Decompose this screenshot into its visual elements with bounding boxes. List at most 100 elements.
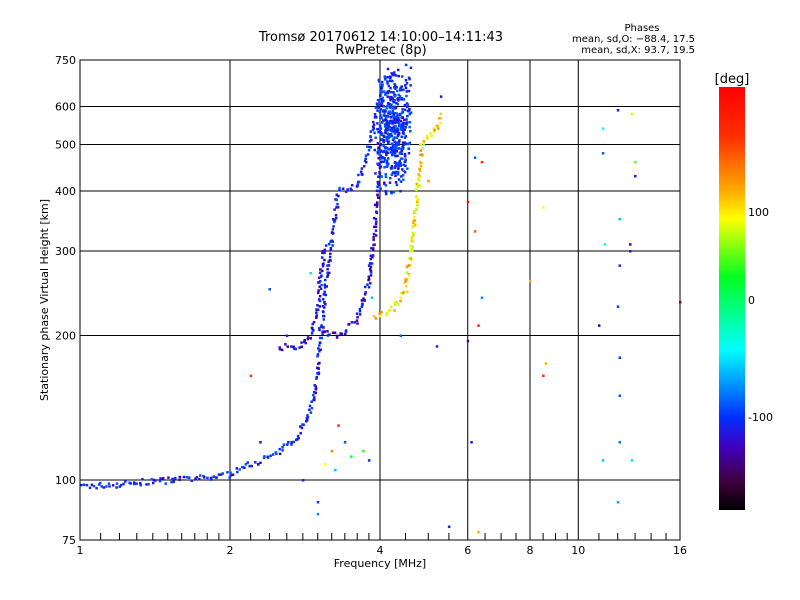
echo-point bbox=[408, 107, 411, 111]
echo-point bbox=[404, 78, 408, 82]
echo-point bbox=[473, 230, 477, 233]
echo-point bbox=[350, 321, 354, 324]
echo-point bbox=[244, 463, 248, 466]
echo-point bbox=[292, 345, 295, 349]
echo-point bbox=[98, 481, 102, 485]
echo-point bbox=[377, 149, 381, 152]
echo-point bbox=[369, 269, 373, 272]
echo-point bbox=[378, 183, 381, 187]
echo-point bbox=[262, 456, 266, 459]
echo-point bbox=[380, 86, 384, 90]
echo-point bbox=[362, 297, 365, 300]
echo-point bbox=[371, 125, 375, 128]
echo-point bbox=[391, 130, 394, 133]
echo-point bbox=[387, 157, 390, 160]
echo-point bbox=[382, 99, 385, 102]
echo-point bbox=[334, 216, 338, 220]
echo-point bbox=[161, 476, 165, 480]
echo-point bbox=[190, 479, 194, 482]
echo-point bbox=[386, 101, 390, 105]
echo-point bbox=[397, 122, 401, 125]
echo-point bbox=[385, 153, 388, 157]
echo-point bbox=[415, 194, 418, 198]
echo-point bbox=[400, 128, 403, 131]
echo-point bbox=[380, 138, 383, 141]
echo-point bbox=[387, 148, 390, 151]
echo-point bbox=[412, 234, 415, 237]
echo-point bbox=[315, 375, 319, 379]
echo-point bbox=[375, 205, 379, 208]
echo-point bbox=[382, 114, 385, 117]
echo-point bbox=[386, 76, 390, 79]
echo-point bbox=[395, 183, 399, 187]
echo-point bbox=[473, 156, 477, 159]
echo-point bbox=[427, 179, 430, 183]
echo-point bbox=[321, 297, 325, 301]
echo-point bbox=[379, 165, 383, 168]
echo-point bbox=[80, 483, 83, 487]
echo-point bbox=[198, 477, 201, 481]
echo-point bbox=[321, 251, 324, 255]
echo-point bbox=[416, 183, 420, 186]
echo-point bbox=[477, 530, 480, 534]
echo-point bbox=[380, 97, 383, 101]
echo-point bbox=[326, 264, 329, 267]
echo-point bbox=[369, 130, 373, 133]
echo-point bbox=[363, 299, 367, 302]
echo-point bbox=[170, 480, 173, 484]
echo-point bbox=[400, 147, 403, 151]
echo-point bbox=[401, 168, 404, 171]
echo-point bbox=[397, 143, 400, 146]
echo-point bbox=[417, 179, 421, 182]
echo-point bbox=[383, 165, 386, 169]
echo-point bbox=[378, 129, 382, 133]
echo-point bbox=[315, 308, 318, 311]
echo-point bbox=[367, 275, 371, 278]
echo-point bbox=[542, 206, 545, 209]
echo-point bbox=[389, 176, 392, 180]
echo-point bbox=[355, 319, 359, 322]
echo-point bbox=[378, 172, 382, 175]
echo-point bbox=[105, 485, 108, 488]
echo-point bbox=[386, 115, 390, 118]
echo-point bbox=[395, 115, 399, 118]
echo-point bbox=[263, 455, 266, 458]
echo-point bbox=[395, 163, 399, 167]
echo-point bbox=[357, 173, 360, 177]
echo-point bbox=[182, 475, 186, 479]
echo-point bbox=[392, 190, 396, 194]
phase-info-x: mean, sd,X: 93.7, 19.5 bbox=[581, 45, 695, 56]
echo-point bbox=[395, 300, 398, 304]
echo-point bbox=[384, 175, 388, 179]
echo-point bbox=[401, 174, 405, 177]
echo-point bbox=[405, 271, 409, 274]
echo-point bbox=[383, 182, 386, 185]
echo-point bbox=[374, 222, 378, 226]
echo-point bbox=[391, 122, 394, 125]
echo-point bbox=[384, 109, 387, 113]
echo-point bbox=[339, 332, 342, 335]
echo-point bbox=[396, 154, 399, 158]
echo-point bbox=[375, 210, 378, 214]
echo-point bbox=[411, 245, 414, 248]
echo-point bbox=[387, 128, 390, 132]
echo-point bbox=[374, 234, 378, 237]
echo-point bbox=[326, 334, 330, 337]
x-tick-label: 8 bbox=[527, 544, 534, 557]
echo-point bbox=[379, 314, 382, 318]
echo-point bbox=[396, 134, 400, 137]
echo-point bbox=[331, 331, 335, 334]
echo-point bbox=[361, 303, 364, 306]
echo-point bbox=[374, 136, 377, 140]
echo-point bbox=[122, 482, 125, 486]
echo-point bbox=[379, 91, 382, 94]
echo-point bbox=[139, 481, 142, 485]
echo-point bbox=[333, 220, 336, 224]
echo-point bbox=[316, 308, 320, 311]
echo-point bbox=[379, 143, 383, 146]
echo-point bbox=[437, 127, 440, 130]
echo-point bbox=[215, 476, 218, 479]
echo-point bbox=[281, 449, 284, 452]
echo-point bbox=[363, 164, 366, 168]
echo-point bbox=[359, 170, 363, 173]
